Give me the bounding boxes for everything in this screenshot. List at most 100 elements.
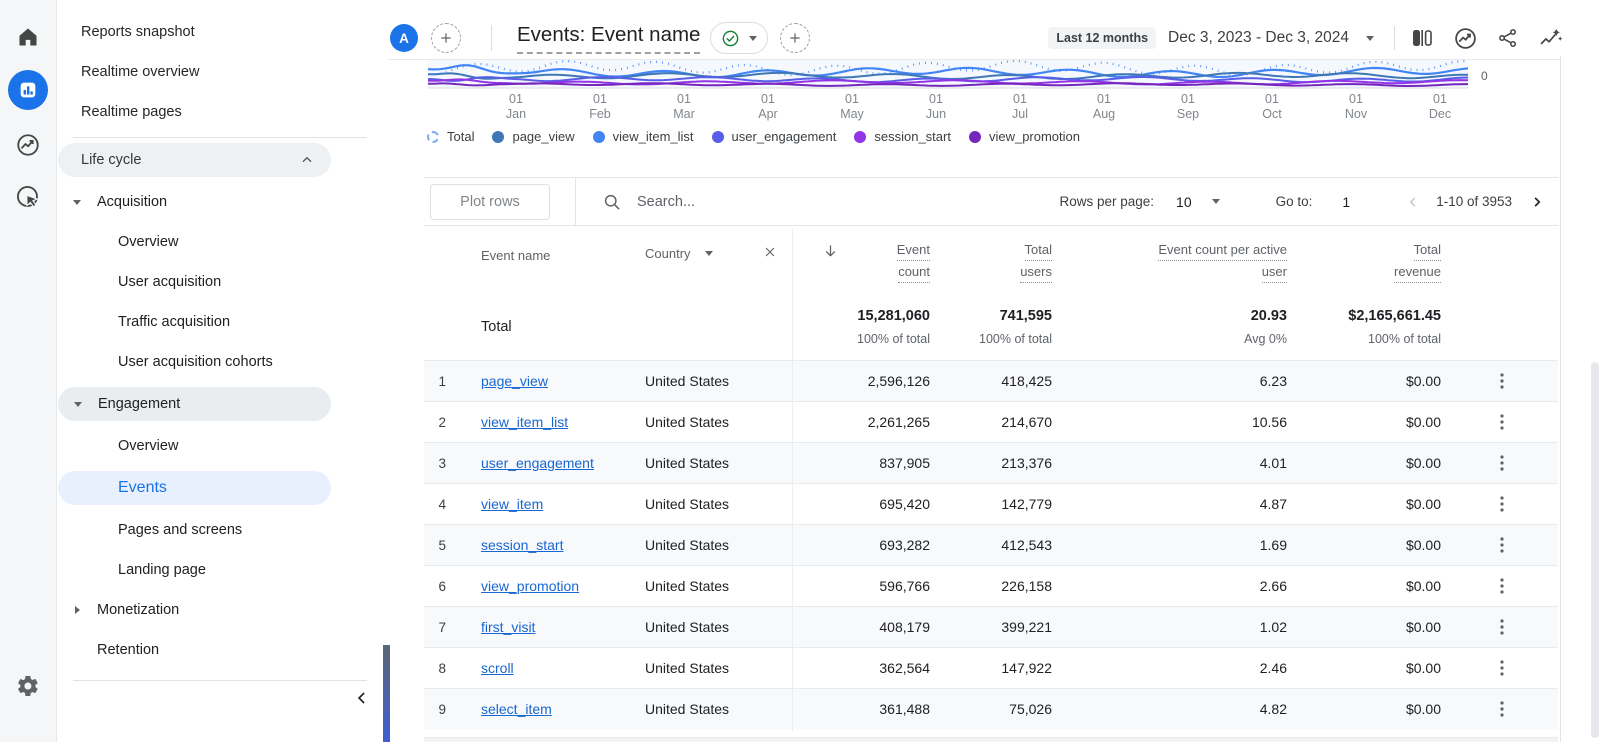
event-name-link[interactable]: scroll — [481, 660, 514, 676]
share-report-icon[interactable] — [1495, 25, 1521, 51]
event-name-link[interactable]: first_visit — [481, 619, 536, 635]
country-cell: United States — [645, 578, 730, 594]
search-input[interactable] — [635, 192, 879, 211]
column-event-count-per-active-user[interactable]: Event count per active user — [1057, 226, 1292, 294]
avatar[interactable]: A — [390, 24, 418, 52]
home-icon[interactable] — [8, 17, 48, 57]
row-menu-button[interactable] — [1446, 443, 1558, 483]
content-right-border — [1560, 56, 1561, 742]
add-comparison-button[interactable] — [431, 23, 461, 53]
reports-icon[interactable] — [8, 70, 48, 110]
x-axis-tick: 01 Oct — [1230, 92, 1314, 122]
settings-gear-icon[interactable] — [8, 666, 48, 706]
row-menu-button[interactable] — [1446, 648, 1558, 688]
column-event-count[interactable]: Event count — [792, 226, 935, 294]
sort-descending-icon[interactable] — [822, 243, 839, 263]
total-revenue-cell: $0.00 — [1405, 455, 1441, 471]
next-page-icon[interactable] — [1524, 189, 1550, 215]
row-menu-button[interactable] — [1446, 361, 1558, 401]
legend-item[interactable]: user_engagement — [711, 129, 837, 144]
plot-rows-button[interactable]: Plot rows — [430, 183, 550, 220]
nav-user-acquisition[interactable]: User acquisition — [118, 274, 222, 290]
nav-monetization[interactable]: Monetization — [57, 590, 383, 630]
report-status-pill[interactable] — [710, 22, 769, 54]
row-index: 5 — [438, 537, 446, 553]
table-row[interactable]: 3 user_engagement United States 837,905 … — [424, 442, 1558, 483]
event-name-link[interactable]: view_item_list — [481, 414, 569, 430]
nav-pages-and-screens[interactable]: Pages and screens — [118, 522, 243, 538]
nav-user-acquisition-cohorts[interactable]: User acquisition cohorts — [118, 354, 273, 370]
advertising-icon[interactable] — [8, 177, 48, 217]
legend-item[interactable]: page_view — [492, 129, 575, 144]
event-name-link[interactable]: user_engagement — [481, 455, 594, 471]
nav-realtime-pages[interactable]: Realtime pages — [81, 104, 182, 120]
nav-traffic-acquisition[interactable]: Traffic acquisition — [118, 314, 231, 330]
explore-icon[interactable] — [8, 125, 48, 165]
close-icon[interactable] — [762, 244, 778, 263]
event-name-link[interactable]: page_view — [481, 373, 548, 389]
chevron-down-icon[interactable] — [704, 251, 713, 256]
legend-item[interactable]: view_item_list — [592, 129, 694, 144]
table-row[interactable]: 6 view_promotion United States 596,766 2… — [424, 565, 1558, 606]
nav-events-active[interactable]: Events — [58, 471, 331, 505]
collapse-nav-icon[interactable] — [352, 688, 372, 713]
chevron-down-icon[interactable] — [1366, 35, 1374, 41]
nav-acquisition[interactable]: Acquisition — [57, 182, 383, 222]
legend-item[interactable]: Total — [427, 129, 474, 144]
nav-reports-snapshot[interactable]: Reports snapshot — [81, 24, 195, 40]
page-title[interactable]: Events: Event name — [517, 23, 701, 54]
rows-per-page-value[interactable]: 10 — [1176, 193, 1192, 210]
legend-label: user_engagement — [731, 129, 837, 144]
generated-insights-icon[interactable] — [1538, 25, 1564, 51]
event-name-link[interactable]: view_item — [481, 496, 544, 512]
table-row[interactable]: 5 session_start United States 693,282 41… — [424, 524, 1558, 565]
table-row[interactable]: 4 view_item United States 695,420 142,77… — [424, 483, 1558, 524]
row-menu-button[interactable] — [1446, 525, 1558, 565]
edit-comparisons-icon[interactable] — [1409, 25, 1435, 51]
scrollbar-thumb[interactable] — [1591, 362, 1599, 738]
legend-item[interactable]: session_start — [854, 129, 951, 144]
totals-revenue: $2,165,661.45 100% of total — [1292, 294, 1446, 360]
total-users-cell: 214,670 — [1001, 414, 1052, 430]
date-range-picker[interactable]: Dec 3, 2023 - Dec 3, 2024 — [1168, 29, 1349, 46]
tick-month: Apr — [758, 107, 778, 121]
row-menu-button[interactable] — [1446, 566, 1558, 606]
event-name-link[interactable]: select_item — [481, 701, 552, 717]
totals-total-users: 741,595 100% of total — [935, 294, 1057, 360]
table-row[interactable]: 8 scroll United States 362,564 147,922 2… — [424, 647, 1558, 688]
view-insights-icon[interactable] — [1452, 25, 1478, 51]
chart-legend: Total page_view view_item_list user_enga… — [427, 129, 1080, 144]
total-revenue-cell: $0.00 — [1405, 660, 1441, 676]
row-menu-button[interactable] — [1446, 484, 1558, 524]
legend-item[interactable]: view_promotion — [968, 129, 1080, 144]
report-nav: Reports snapshot Realtime overview Realt… — [57, 0, 383, 742]
event-name-link[interactable]: session_start — [481, 537, 564, 553]
add-report-tab-button[interactable] — [780, 23, 811, 53]
column-country[interactable]: Country — [642, 226, 792, 294]
legend-label: session_start — [874, 129, 951, 144]
nav-engagement-overview[interactable]: Overview — [118, 438, 179, 454]
column-total-users[interactable]: Total users — [935, 226, 1057, 294]
chevron-down-icon[interactable] — [1211, 199, 1220, 204]
column-total-revenue[interactable]: Total revenue — [1292, 226, 1446, 294]
event-count-cell: 2,261,265 — [867, 414, 930, 430]
nav-retention[interactable]: Retention — [57, 630, 383, 670]
nav-realtime-overview[interactable]: Realtime overview — [81, 64, 200, 80]
go-to-value[interactable]: 1 — [1342, 193, 1351, 210]
column-event-name[interactable]: Event name — [481, 248, 551, 263]
nav-landing-page[interactable]: Landing page — [118, 562, 206, 578]
nav-engagement[interactable]: Engagement — [58, 387, 331, 421]
nav-acquisition-overview[interactable]: Overview — [118, 234, 179, 250]
tick-day: 01 — [845, 92, 859, 106]
row-menu-button[interactable] — [1446, 607, 1558, 647]
table-row[interactable]: 9 select_item United States 361,488 75,0… — [424, 688, 1558, 729]
legend-label: page_view — [512, 129, 575, 144]
table-row[interactable]: 1 page_view United States 2,596,126 418,… — [424, 360, 1558, 401]
column-line: Event — [896, 241, 930, 261]
table-row[interactable]: 7 first_visit United States 408,179 399,… — [424, 606, 1558, 647]
row-menu-button[interactable] — [1446, 689, 1558, 729]
table-row[interactable]: 2 view_item_list United States 2,261,265… — [424, 401, 1558, 442]
event-name-link[interactable]: view_promotion — [481, 578, 580, 594]
row-menu-button[interactable] — [1446, 402, 1558, 442]
nav-section-life-cycle[interactable]: Life cycle — [58, 143, 331, 177]
